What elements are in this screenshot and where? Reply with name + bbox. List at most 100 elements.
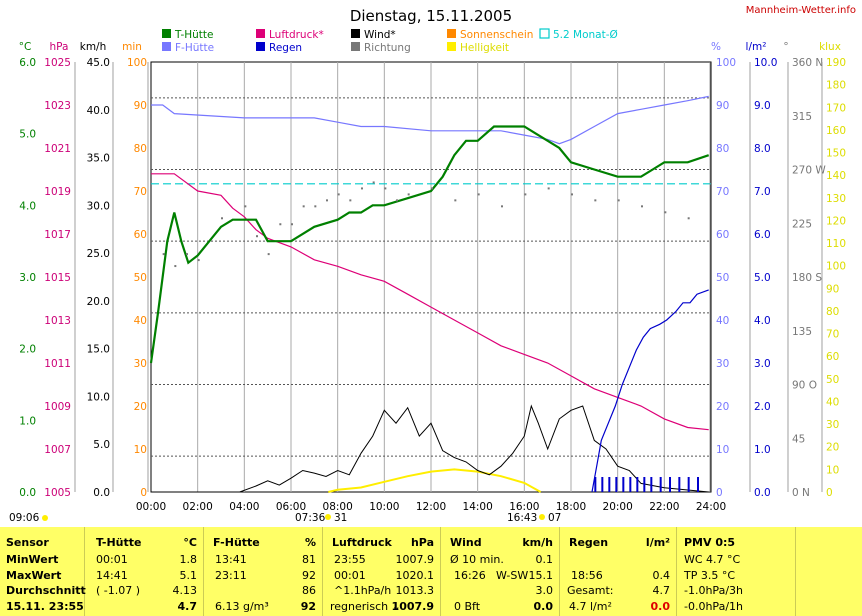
rain-max-time: 18:56 [571, 569, 603, 582]
legend-swatch [256, 42, 265, 51]
rain-bar [608, 477, 611, 492]
direction-dot [256, 235, 258, 238]
direction-dot [617, 199, 620, 202]
rain-header: Regen [569, 536, 609, 549]
press-axis-tick: 1025 [44, 57, 71, 69]
hum-current: 92 [300, 600, 316, 613]
stats-temp: T-Hütte °C 00:01 1.8 14:41 5.1 ( -1.07 ) 4.1… [88, 527, 204, 616]
press-min: 1007.9 [395, 553, 435, 566]
hum-abs: 6.13 g/m³ [215, 600, 269, 613]
wind-axis-tick: 25.0 [87, 248, 110, 260]
stats-wind: Wind km/h Ø 10 min. 0.1 16:26 W-SW 15.1 3.0 … [444, 527, 560, 616]
dir-axis-tick: 315 [792, 111, 812, 123]
direction-dot [361, 187, 363, 190]
press-avg: 1013.3 [395, 584, 435, 597]
temp-min-time: 00:01 [96, 553, 128, 566]
unit-sun: min [122, 41, 142, 53]
temp-axis-tick: 2.0 [19, 344, 36, 356]
unit-hum: % [711, 41, 721, 53]
wind-axis-tick: 40.0 [87, 105, 110, 117]
hum-axis-tick: 0 [716, 487, 723, 499]
lux-axis-tick: 70 [826, 329, 839, 341]
lux-axis-tick: 20 [826, 442, 839, 454]
sunset-minutes: 07 [548, 512, 561, 524]
dir-axis-tick: 90 O [792, 380, 817, 392]
rain-bar [615, 477, 618, 492]
rain-axis-tick: 10.0 [754, 57, 777, 69]
wind-axis-tick: 15.0 [87, 344, 110, 356]
series-luftdruck [151, 173, 709, 431]
time-tick: 10:00 [369, 501, 399, 513]
lux-axis-tick: 0 [826, 487, 833, 499]
time-tick: 24:00 [696, 501, 726, 513]
direction-dot [291, 223, 293, 226]
direction-dot [279, 223, 282, 226]
direction-dot [302, 205, 305, 208]
sun-axis-tick: 60 [134, 229, 147, 241]
pmv-press3h: -1.0hPa/3h [684, 584, 743, 597]
rain-axis-tick: 1.0 [754, 444, 771, 456]
legend-label: Regen [269, 42, 302, 54]
stats-panel: Sensor MinWert MaxWert Durchschnitt 15.1… [0, 527, 862, 616]
hum-axis-tick: 40 [716, 315, 729, 327]
series-t-huette [149, 125, 710, 364]
rain-unit: l/m² [645, 536, 670, 549]
sun-axis-tick: 100 [127, 57, 147, 69]
rain-bar [622, 477, 625, 492]
stats-press: Luftdruck hPa 23:55 1007.9 00:01 1020.1 ^1.… [326, 527, 441, 616]
temp-current: 4.7 [177, 600, 198, 613]
rain-bar [601, 477, 604, 492]
wind-axis-tick: 0.0 [93, 487, 110, 499]
rain-bar [643, 477, 646, 492]
temp-header: T-Hütte [96, 536, 142, 549]
dir-axis-tick: 360 N [792, 57, 823, 69]
unit-dir: ° [783, 41, 788, 53]
sun-axis-tick: 40 [134, 315, 147, 327]
wind-unit: km/h [522, 536, 553, 549]
hum-axis-tick: 20 [716, 401, 729, 413]
lux-axis-tick: 120 [826, 215, 846, 227]
hum-unit: % [304, 536, 316, 549]
hum-max-time: 23:11 [215, 569, 247, 582]
temp-min: 1.8 [179, 553, 198, 566]
direction-dot [162, 253, 165, 256]
direction-dot [501, 205, 503, 208]
dir-axis-tick: 0 N [792, 487, 810, 499]
rain-bar [669, 477, 671, 492]
lux-axis-tick: 60 [826, 351, 839, 363]
stats-sensor: Sensor MinWert MaxWert Durchschnitt 15.1… [0, 527, 86, 616]
press-unit: hPa [410, 536, 434, 549]
time-tick: 12:00 [416, 501, 446, 513]
press-axis-tick: 1021 [44, 143, 71, 155]
rain-bar [659, 477, 662, 492]
direction-dot [641, 205, 643, 208]
direction-dot [372, 181, 375, 184]
temp-axis-tick: 6.0 [19, 57, 36, 69]
press-header: Luftdruck [332, 536, 392, 549]
time-tick: 06:00 [276, 501, 306, 513]
legend-label: F-Hütte [175, 42, 214, 54]
stats-pmv: PMV 0:5 WC 4.7 °C TP 3.5 °C -1.0hPa/3h -… [680, 527, 796, 616]
dir-axis-tick: 225 [792, 218, 812, 230]
rain-axis-tick: 0.0 [754, 487, 771, 499]
wind-axis-tick: 10.0 [87, 391, 110, 403]
temp-max-time: 14:41 [96, 569, 128, 582]
rain-axis-tick: 3.0 [754, 358, 771, 370]
direction-dot [174, 265, 177, 268]
hum-axis-tick: 50 [716, 272, 729, 284]
legend-swatch [162, 29, 171, 38]
direction-dot [454, 199, 457, 202]
pmv-press1h: -0.0hPa/1h [684, 600, 743, 613]
lux-axis-tick: 110 [826, 238, 846, 250]
temp-avg: 4.13 [172, 584, 198, 597]
source-link[interactable]: Mannheim-Wetter.info [745, 5, 856, 16]
hum-avg: 86 [302, 584, 316, 597]
legend-swatch [351, 42, 360, 51]
series-helligkeit [328, 468, 542, 493]
press-current: 1007.9 [391, 600, 434, 613]
stats-rain: Regen l/m² 18:56 0.4 Gesamt: 4.7 4.7 l/m² 0.… [563, 527, 677, 616]
lux-axis-tick: 80 [826, 306, 839, 318]
legend-label: Wind* [364, 29, 396, 41]
wind-axis-tick: 35.0 [87, 153, 110, 165]
sunrise-icon [325, 514, 331, 520]
